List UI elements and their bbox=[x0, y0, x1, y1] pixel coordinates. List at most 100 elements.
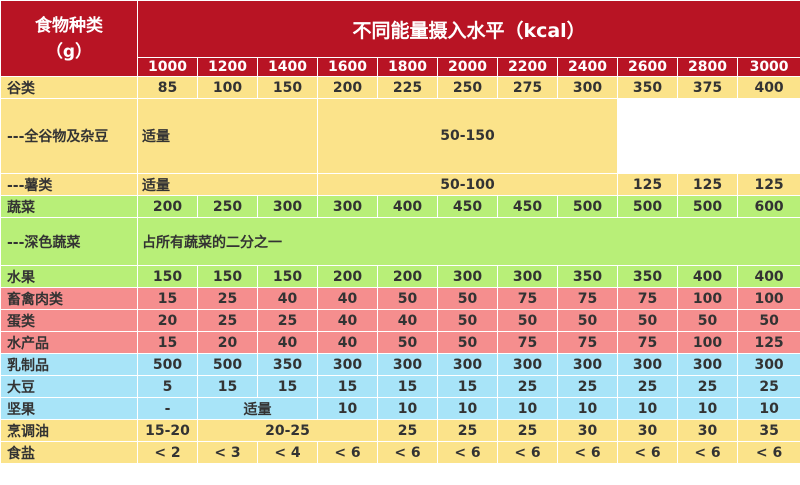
cell-value: 125 bbox=[677, 173, 738, 196]
cell-note: 适量 bbox=[137, 173, 318, 196]
cell-value: 125 bbox=[617, 173, 678, 196]
cell-value: 25 bbox=[736, 375, 800, 398]
empty-cell bbox=[677, 98, 738, 174]
cell-value: 350 bbox=[557, 265, 618, 288]
cell-value: 40 bbox=[257, 287, 318, 310]
energy-level: 2800 bbox=[677, 57, 738, 77]
energy-level: 2600 bbox=[617, 57, 678, 77]
cell-value: 25 bbox=[197, 309, 258, 332]
cell-value: 25 bbox=[197, 287, 258, 310]
cell-value: 75 bbox=[557, 331, 618, 354]
row-label: ---薯类 bbox=[0, 173, 138, 196]
cell-value: 25 bbox=[677, 375, 738, 398]
row-label: ---全谷物及杂豆 bbox=[0, 98, 138, 174]
row-label: 蔬菜 bbox=[0, 195, 138, 218]
cell-value: 500 bbox=[617, 195, 678, 218]
cell-value: 50 bbox=[736, 309, 800, 332]
cell-value: 10 bbox=[497, 397, 558, 420]
cell-value: 375 bbox=[677, 76, 738, 99]
cell-value: < 4 bbox=[257, 441, 318, 464]
header-row: 食物种类 （g） 不同能量摄入水平（kcal） bbox=[0, 0, 800, 77]
cell-value: 5 bbox=[137, 375, 198, 398]
cell-value: 300 bbox=[317, 353, 378, 376]
cell-value: 15 bbox=[317, 375, 378, 398]
cell-value: < 6 bbox=[317, 441, 378, 464]
cell-value: 150 bbox=[257, 265, 318, 288]
cell-value: 25 bbox=[497, 375, 558, 398]
cell-value: 25 bbox=[377, 419, 438, 442]
cell-value: 75 bbox=[497, 331, 558, 354]
cell-value: 25 bbox=[557, 375, 618, 398]
cell-note: 适量 bbox=[197, 397, 318, 420]
cell-value: 50 bbox=[377, 287, 438, 310]
cell-value: 400 bbox=[677, 265, 738, 288]
table-row-meat: 畜禽肉类 15 25 40 40 50 50 75 75 75 100 100 bbox=[0, 287, 800, 310]
energy-level: 1600 bbox=[317, 57, 378, 77]
cell-value: < 6 bbox=[617, 441, 678, 464]
row-label: 乳制品 bbox=[0, 353, 138, 376]
corner-line-2: （g） bbox=[45, 41, 93, 62]
cell-value: 50 bbox=[677, 309, 738, 332]
cell-value: 40 bbox=[317, 287, 378, 310]
energy-level: 1200 bbox=[197, 57, 258, 77]
cell-value: 300 bbox=[317, 195, 378, 218]
table-row-eggs: 蛋类 20 25 25 40 40 50 50 50 50 50 50 bbox=[0, 309, 800, 332]
cell-value: 450 bbox=[497, 195, 558, 218]
cell-value: 50 bbox=[497, 309, 558, 332]
cell-value: 35 bbox=[736, 419, 800, 442]
cell-value: 75 bbox=[557, 287, 618, 310]
cell-value: 200 bbox=[377, 265, 438, 288]
energy-level: 1000 bbox=[137, 57, 198, 77]
cell-value: 300 bbox=[497, 353, 558, 376]
cell-value: 300 bbox=[736, 353, 800, 376]
cell-value: < 6 bbox=[557, 441, 618, 464]
table-row-soybean: 大豆 5 15 15 15 15 15 25 25 25 25 25 bbox=[0, 375, 800, 398]
cell-value: 20 bbox=[197, 331, 258, 354]
energy-level: 2200 bbox=[497, 57, 558, 77]
cell-value: 40 bbox=[377, 309, 438, 332]
cell-value: 20 bbox=[137, 309, 198, 332]
cell-range: 50-100 bbox=[317, 173, 618, 196]
cell-value: 25 bbox=[497, 419, 558, 442]
cell-value: 10 bbox=[736, 397, 800, 420]
table-row-grains: 谷类 85 100 150 200 225 250 275 300 350 37… bbox=[0, 76, 800, 99]
row-label: 畜禽肉类 bbox=[0, 287, 138, 310]
cell-value: 15 bbox=[137, 331, 198, 354]
row-label: 水果 bbox=[0, 265, 138, 288]
cell-value: 275 bbox=[497, 76, 558, 99]
energy-level: 1800 bbox=[377, 57, 438, 77]
cell-value: 15 bbox=[377, 375, 438, 398]
cell-value: 10 bbox=[377, 397, 438, 420]
cell-value: 500 bbox=[677, 195, 738, 218]
cell-value: 50 bbox=[437, 287, 498, 310]
cell-value: 350 bbox=[617, 76, 678, 99]
cell-value: 40 bbox=[317, 331, 378, 354]
empty-cell bbox=[736, 98, 800, 174]
cell-value: 15 bbox=[197, 375, 258, 398]
cell-value: < 6 bbox=[437, 441, 498, 464]
cell-value: 50 bbox=[617, 309, 678, 332]
energy-level: 3000 bbox=[736, 57, 800, 77]
cell-value: 100 bbox=[736, 287, 800, 310]
cell-value: 200 bbox=[317, 265, 378, 288]
cell-value: 75 bbox=[617, 287, 678, 310]
cell-note: 占所有蔬菜的二分之一 bbox=[136, 217, 800, 266]
row-label: 水产品 bbox=[0, 331, 138, 354]
cell-value: 10 bbox=[677, 397, 738, 420]
cell-value: 15-20 bbox=[137, 419, 198, 442]
cell-note: 适量 bbox=[137, 98, 318, 174]
cell-value: 40 bbox=[317, 309, 378, 332]
row-label: 谷类 bbox=[0, 76, 138, 99]
energy-levels-row: 1000 1200 1400 1600 1800 2000 2200 2400 … bbox=[1, 57, 800, 77]
cell-value: 450 bbox=[437, 195, 498, 218]
row-label: ---深色蔬菜 bbox=[0, 217, 138, 266]
cell-value: < 2 bbox=[137, 441, 198, 464]
cell-value: 75 bbox=[617, 331, 678, 354]
table-row-salt: 食盐 < 2 < 3 < 4 < 6 < 6 < 6 < 6 < 6 < 6 <… bbox=[0, 441, 800, 464]
cell-value: 400 bbox=[377, 195, 438, 218]
cell-value: 300 bbox=[557, 353, 618, 376]
cell-value: 150 bbox=[257, 76, 318, 99]
corner-line-1: 食物种类 bbox=[35, 15, 103, 36]
cell-value: 85 bbox=[137, 76, 198, 99]
